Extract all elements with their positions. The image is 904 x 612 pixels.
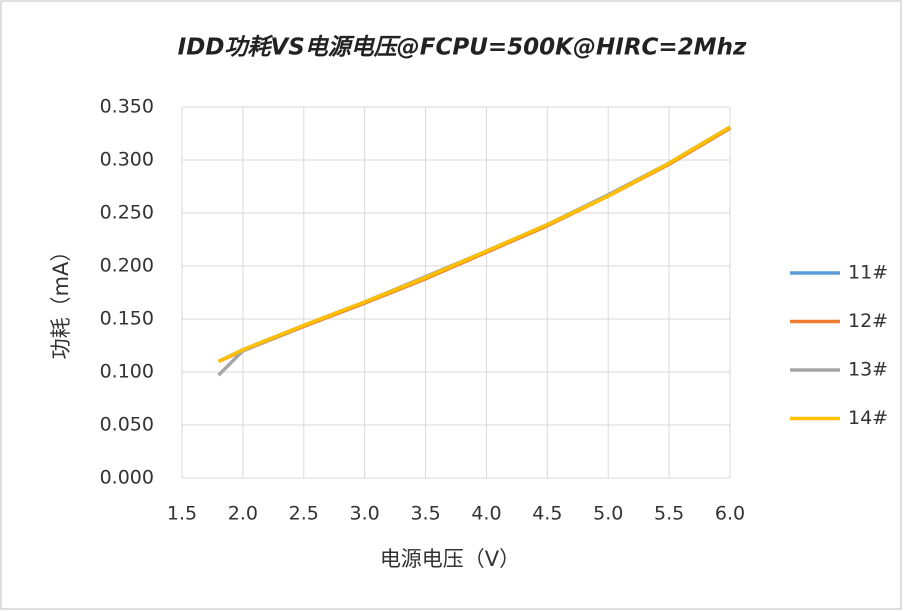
x-tick-label: 2.5	[289, 503, 319, 525]
y-tick-label: 0.050	[100, 414, 154, 436]
legend-label: 12#	[848, 310, 888, 332]
series-line	[217, 125, 731, 363]
y-tick-label: 0.000	[100, 467, 154, 489]
x-tick-label: 6.0	[715, 503, 745, 525]
chart-title: IDD功耗VS电源电压@FCPU=500K@HIRC=2Mhz	[178, 35, 747, 61]
y-tick-label: 0.250	[100, 202, 154, 224]
x-tick-label: 3.5	[410, 503, 440, 525]
legend-label: 13#	[848, 359, 888, 381]
x-axis-label: 电源电压（V）	[380, 547, 520, 571]
x-tick-label: 2.0	[228, 503, 258, 525]
x-tick-label: 4.5	[532, 503, 562, 525]
y-tick-label: 0.150	[100, 308, 154, 330]
y-axis-label: 功耗（mA）	[49, 241, 73, 360]
y-tick-label: 0.200	[100, 255, 154, 277]
y-tick-label: 0.100	[100, 361, 154, 383]
x-tick-label: 4.0	[471, 503, 501, 525]
legend-label: 14#	[848, 407, 888, 429]
x-tick-label: 3.0	[350, 503, 380, 525]
x-tick-label: 1.5	[167, 503, 197, 525]
y-tick-label: 0.350	[100, 96, 154, 118]
legend-label: 11#	[848, 262, 888, 284]
y-tick-label: 0.300	[100, 149, 154, 171]
x-tick-label: 5.5	[654, 503, 684, 525]
x-tick-label: 5.0	[593, 503, 623, 525]
